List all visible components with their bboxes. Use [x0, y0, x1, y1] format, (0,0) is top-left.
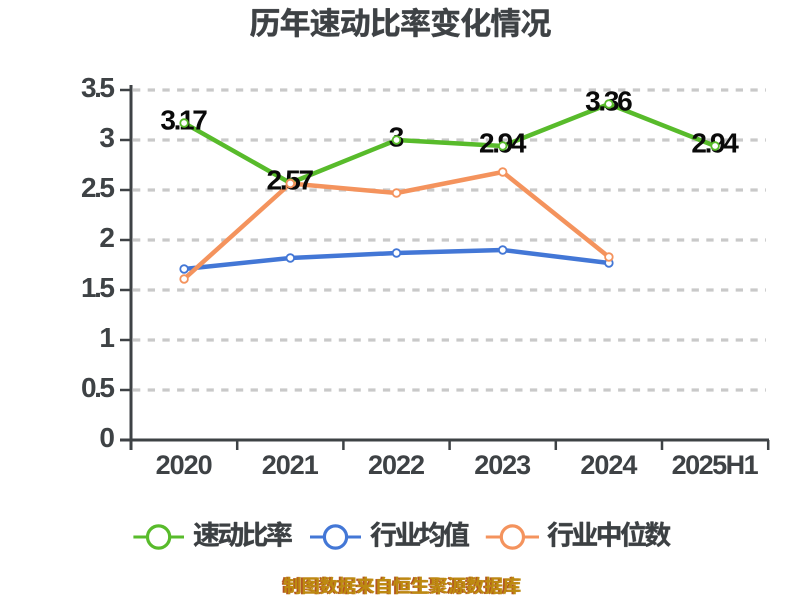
- svg-text:2: 2: [99, 222, 115, 253]
- svg-text:2023: 2023: [474, 450, 531, 480]
- svg-text:2025H1: 2025H1: [672, 450, 759, 480]
- svg-text:2020: 2020: [156, 450, 213, 480]
- svg-text:2021: 2021: [262, 450, 319, 480]
- svg-text:1: 1: [99, 322, 115, 353]
- svg-text:2024: 2024: [580, 450, 637, 480]
- svg-text:3: 3: [99, 122, 115, 153]
- svg-text:0.5: 0.5: [81, 372, 115, 403]
- svg-text:2.5: 2.5: [81, 172, 115, 203]
- svg-text:3.5: 3.5: [81, 72, 115, 103]
- svg-text:1.5: 1.5: [81, 272, 115, 303]
- svg-text:2022: 2022: [368, 450, 425, 480]
- svg-text:0: 0: [99, 422, 115, 453]
